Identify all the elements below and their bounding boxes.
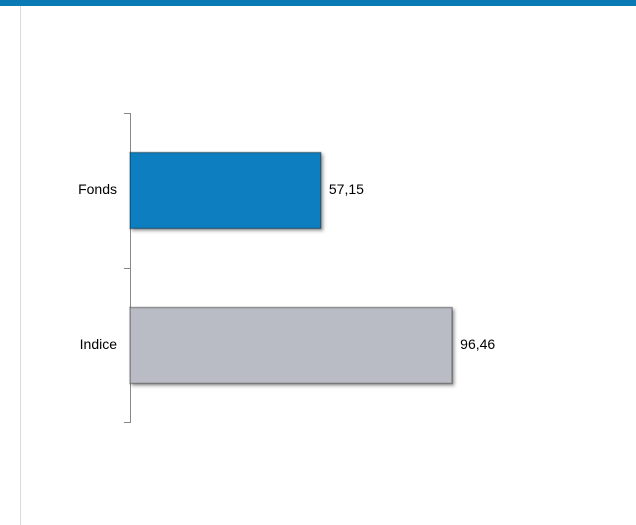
bar: [129, 306, 453, 385]
category-label: Fonds: [78, 181, 117, 197]
category-label: Indice: [80, 336, 118, 352]
value-label: 57,15: [329, 181, 364, 197]
bar: [129, 151, 322, 230]
value-label: 96,46: [460, 336, 495, 352]
top-band: [0, 0, 636, 6]
